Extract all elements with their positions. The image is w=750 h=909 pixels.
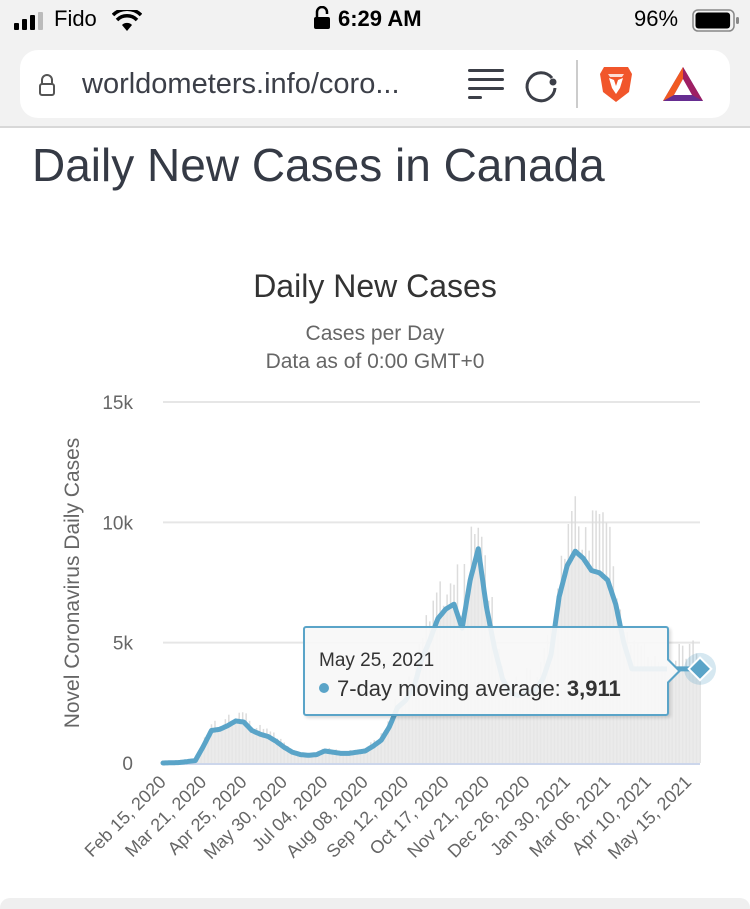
page-title: Daily New Cases in Canada [32, 139, 605, 191]
url-text[interactable]: worldometers.info/coro... [82, 68, 400, 100]
toolbar-divider [576, 60, 578, 108]
chart-subtitle-line-2: Data as of 0:00 GMT+0 [265, 350, 485, 373]
battery-percent: 96% [634, 6, 679, 31]
chart-subtitle-line-1: Cases per Day [305, 322, 445, 345]
tooltip-pointer-inner [667, 660, 678, 682]
reload-icon[interactable] [524, 68, 560, 104]
hover-marker [687, 656, 713, 682]
brave-rewards-icon[interactable] [662, 66, 704, 102]
brave-shields-icon[interactable] [598, 64, 634, 104]
status-bar: Fido 6:29 AM 96% [0, 0, 750, 42]
y-axis-label: Novel Coronavirus Daily Cases [61, 438, 84, 729]
tooltip-value: 3,911 [566, 676, 621, 701]
y-tick-label: 15k [102, 393, 133, 414]
orientation-lock-icon [314, 6, 330, 29]
clock: 6:29 AM [338, 6, 422, 31]
y-tick-label: 0 [122, 754, 133, 775]
wifi-icon [112, 10, 142, 31]
signal-icon [14, 12, 43, 30]
y-tick-label: 5k [113, 634, 134, 655]
chart-tooltip: May 25, 2021 7-day moving average: 3,911 [303, 626, 681, 716]
browser-toolbar: worldometers.info/coro... [0, 42, 750, 128]
battery-icon [692, 9, 739, 32]
series-color-dot-icon [319, 683, 329, 694]
y-tick-label: 10k [102, 513, 133, 534]
tooltip-series-row: 7-day moving average: 3,911 [319, 676, 621, 702]
reader-mode-icon[interactable] [468, 68, 506, 102]
tooltip-series-label: 7-day moving average: [337, 676, 567, 701]
lock-icon [39, 74, 55, 96]
tooltip-date: May 25, 2021 [319, 650, 435, 671]
bottom-sheet-edge [0, 898, 750, 909]
chart-title: Daily New Cases [253, 268, 497, 304]
address-bar[interactable]: worldometers.info/coro... [20, 50, 730, 118]
carrier-name: Fido [54, 6, 97, 31]
